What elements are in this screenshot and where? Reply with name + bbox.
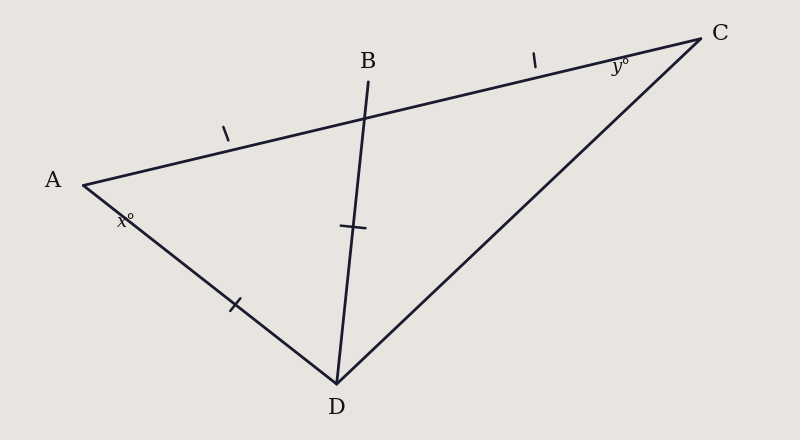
Text: D: D: [328, 397, 346, 419]
Text: C: C: [712, 23, 729, 45]
Text: A: A: [44, 170, 60, 192]
Text: y°: y°: [612, 58, 631, 76]
Text: x°: x°: [118, 213, 137, 231]
Text: B: B: [360, 51, 377, 73]
